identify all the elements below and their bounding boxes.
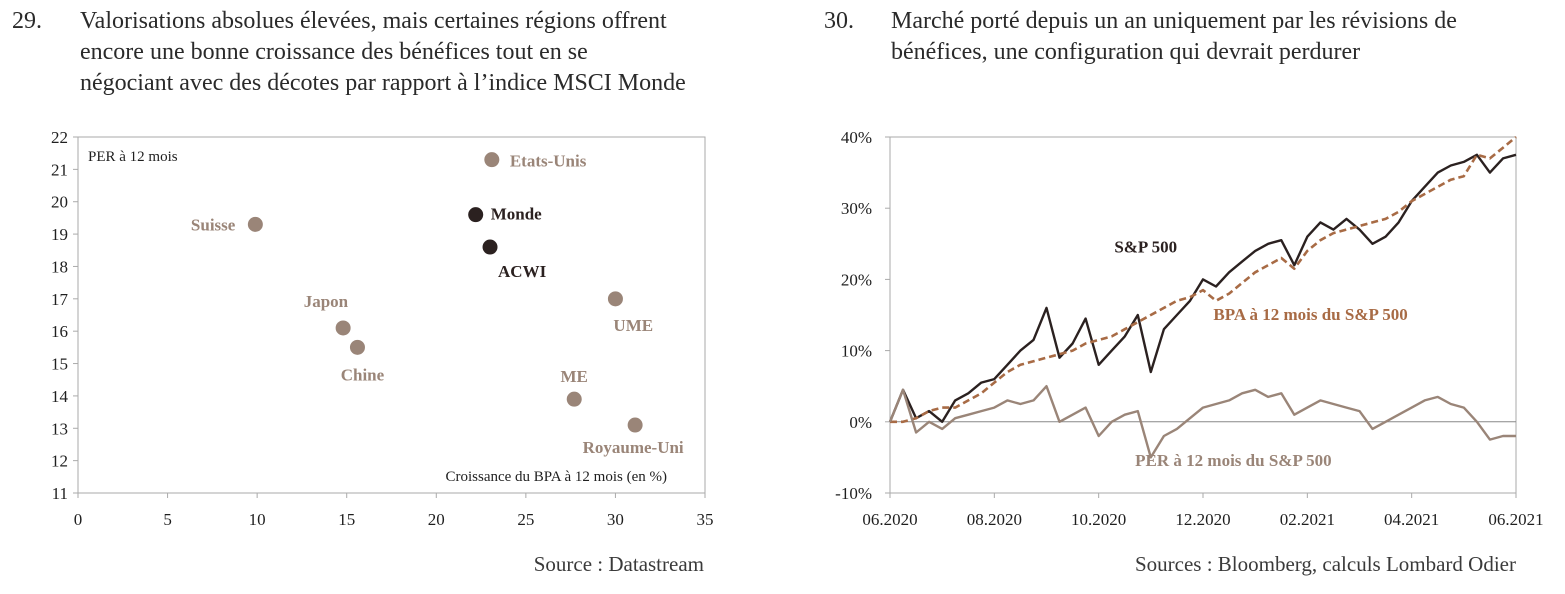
series-line xyxy=(888,385,1516,459)
chart-title-line: encore une bonne croissance des bénéfice… xyxy=(80,39,588,65)
chart-title: Valorisations absolues élevées, mais cer… xyxy=(80,6,770,99)
y-tick-label: 18 xyxy=(51,257,68,276)
series-label: PER à 12 mois du S&P 500 xyxy=(1135,451,1331,470)
point-label: Suisse xyxy=(191,215,236,234)
x-tick-label: 10.2020 xyxy=(1071,510,1126,529)
scatter-chart: 11 12 13 14 15 16 17 18 19 20 21 22 0 5 10 15 20 25 30 35 E… xyxy=(51,128,714,529)
y-tick-label: 12 xyxy=(51,452,68,471)
point-label: Monde xyxy=(491,205,542,224)
scatter-point xyxy=(566,391,582,407)
x-tick-label: 0 xyxy=(74,510,83,529)
y-tick-label: 16 xyxy=(51,322,68,341)
x-tick-label: 10 xyxy=(249,510,266,529)
x-tick-label: 25 xyxy=(517,510,534,529)
y-tick-label: 0% xyxy=(849,413,872,432)
series-label: BPA à 12 mois du S&P 500 xyxy=(1213,305,1407,324)
line-chart: -10% 0% 10% 20% 30% 40% 06.2020 08.2020 10.2020 1… xyxy=(835,128,1543,529)
y-tick-label: 20% xyxy=(841,270,872,289)
y-tick-label: -10% xyxy=(835,484,872,503)
x-tick-label: 08.2020 xyxy=(967,510,1022,529)
scatter-point xyxy=(335,320,351,336)
y-tick-label: 20 xyxy=(51,193,68,212)
y-tick-label: 10% xyxy=(841,342,872,361)
x-tick-label: 06.2021 xyxy=(1488,510,1543,529)
y-tick-label: 40% xyxy=(841,128,872,147)
chart-title-line: négociant avec des décotes par rapport à… xyxy=(80,70,686,96)
point-label: Japon xyxy=(304,292,349,311)
y-tick-label: 13 xyxy=(51,419,68,438)
x-tick-label: 15 xyxy=(338,510,355,529)
chart-title-line: bénéfices, une configuration qui devrait… xyxy=(891,39,1361,65)
x-tick-label: 20 xyxy=(428,510,445,529)
scatter-point xyxy=(627,417,643,433)
y-axis-label: PER à 12 mois xyxy=(88,149,178,165)
y-tick-label: 22 xyxy=(51,128,68,147)
y-tick-label: 21 xyxy=(51,160,68,179)
x-tick-label: 35 xyxy=(697,510,714,529)
point-label: Royaume-Uni xyxy=(583,438,684,457)
point-label: Etats-Unis xyxy=(510,152,587,171)
chart-panel-29: 29. Valorisations absolues élevées, mais… xyxy=(0,0,770,594)
chart-panel-30: 30. Marché porté depuis un an uniquement… xyxy=(790,0,1565,594)
x-tick-label: 30 xyxy=(607,510,624,529)
scatter-point xyxy=(247,216,263,232)
x-tick-label: 02.2021 xyxy=(1280,510,1335,529)
point-label: Chine xyxy=(341,365,385,384)
x-tick-label: 5 xyxy=(163,510,172,529)
series-label: S&P 500 xyxy=(1114,237,1177,256)
x-axis-label: Croissance du BPA à 12 mois (en %) xyxy=(445,469,667,485)
y-tick-label: 17 xyxy=(51,290,69,309)
point-label: ACWI xyxy=(498,262,547,281)
y-tick-label: 15 xyxy=(51,355,68,374)
point-label: ME xyxy=(561,367,588,386)
point-label: UME xyxy=(613,316,653,335)
y-tick-label: 14 xyxy=(51,387,69,406)
scatter-point xyxy=(482,239,498,255)
chart-title: Marché porté depuis un an uniquement par… xyxy=(891,6,1561,68)
scatter-point xyxy=(468,207,484,223)
scatter-point xyxy=(607,291,623,307)
chart-title-line: Marché porté depuis un an uniquement par… xyxy=(891,8,1457,34)
x-tick-label: 12.2020 xyxy=(1175,510,1230,529)
chart-number: 29. xyxy=(12,8,42,34)
scatter-point xyxy=(484,152,500,168)
y-tick-label: 11 xyxy=(52,484,68,503)
y-tick-label: 19 xyxy=(51,225,68,244)
chart-number: 30. xyxy=(824,8,854,34)
plot-frame xyxy=(77,136,706,494)
x-tick-label: 06.2020 xyxy=(862,510,917,529)
scatter-point xyxy=(349,339,365,355)
series-line xyxy=(890,135,1517,424)
y-tick-label: 30% xyxy=(841,199,872,218)
x-tick-label: 04.2021 xyxy=(1384,510,1439,529)
chart-source: Source : Datastream xyxy=(533,552,704,576)
chart-source: Sources : Bloomberg, calculs Lombard Odi… xyxy=(1134,552,1516,576)
chart-title-line: Valorisations absolues élevées, mais cer… xyxy=(80,8,667,34)
